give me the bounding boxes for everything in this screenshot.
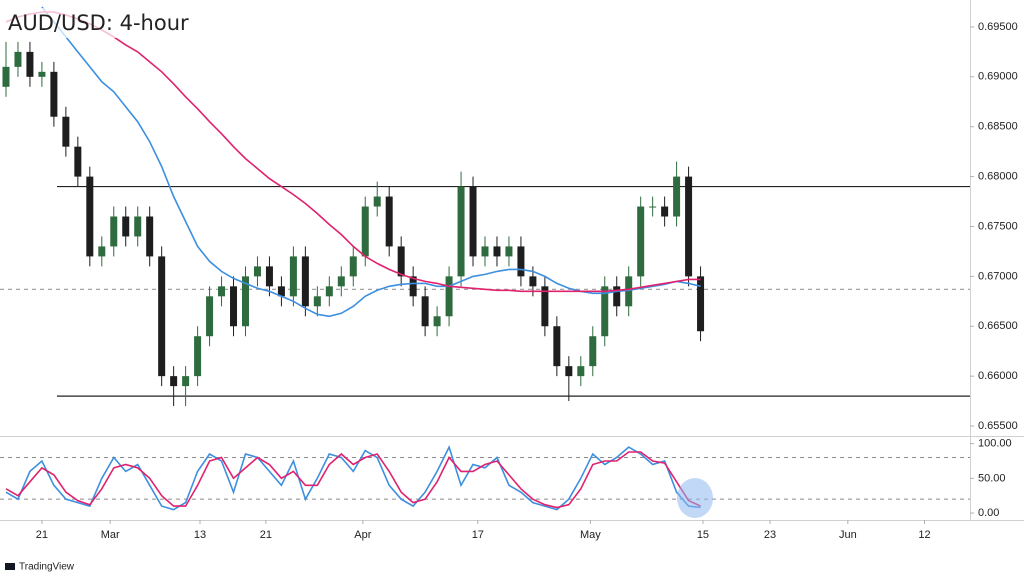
x-tick-label: 12 xyxy=(918,529,930,541)
brand-logo: TradingView xyxy=(5,562,75,573)
y-tick-label: 0.65500 xyxy=(978,420,1018,432)
series-line xyxy=(5,11,701,293)
candle-body xyxy=(637,206,645,277)
candle-body xyxy=(325,286,333,297)
candle-body xyxy=(457,186,465,277)
candle-body xyxy=(62,116,70,147)
candle-body xyxy=(218,286,226,297)
candle-body xyxy=(673,176,681,217)
highlight-circle xyxy=(677,478,713,518)
candle-body xyxy=(50,71,58,117)
x-tick-label: Apr xyxy=(354,529,371,541)
x-tick-label: Mar xyxy=(101,529,120,541)
x-tick-label: Jun xyxy=(839,529,857,541)
brand-text: TradingView xyxy=(19,562,75,573)
y-tick-label: 50.00 xyxy=(978,472,1006,484)
candle-body xyxy=(685,176,693,277)
candle-body xyxy=(38,71,46,77)
candle-body xyxy=(170,376,178,387)
candle-body xyxy=(122,216,130,237)
candle-body xyxy=(397,246,405,277)
candle-body xyxy=(373,196,381,207)
candle-body xyxy=(277,286,285,297)
candle-body xyxy=(493,246,501,257)
candle-body xyxy=(182,376,190,387)
candle-body xyxy=(289,256,297,297)
candle-body xyxy=(265,266,273,287)
series-line xyxy=(5,451,701,509)
candle-body xyxy=(14,51,22,67)
candle-body xyxy=(565,366,573,377)
candle-body xyxy=(541,286,549,327)
series-line xyxy=(41,6,701,318)
candle-body xyxy=(409,276,417,297)
candle-body xyxy=(241,276,249,327)
x-tick-label: 13 xyxy=(194,529,206,541)
candle-body xyxy=(146,216,154,257)
x-tick-label: May xyxy=(580,529,601,541)
chart-title: AUD/USD: 4-hour xyxy=(8,11,189,35)
candle-body xyxy=(433,316,441,327)
candle-body xyxy=(134,216,142,237)
candle-body xyxy=(469,186,477,257)
candle-body xyxy=(625,276,633,307)
candle-body xyxy=(481,246,489,257)
candle-body xyxy=(505,246,513,257)
title-backdrop xyxy=(4,8,164,38)
candle-body xyxy=(301,256,309,307)
candle-body xyxy=(649,206,657,208)
candle-body xyxy=(194,336,202,377)
candle-body xyxy=(230,286,238,327)
candle-body xyxy=(589,336,597,367)
candle-body xyxy=(613,286,621,307)
candle-body xyxy=(253,266,261,277)
candle-body xyxy=(421,296,429,327)
candle-body xyxy=(74,146,82,177)
candle-body xyxy=(385,196,393,247)
y-tick-label: 0.66000 xyxy=(978,370,1018,382)
candle-body xyxy=(98,246,106,257)
y-tick-label: 100.00 xyxy=(978,438,1012,450)
x-tick-label: 21 xyxy=(260,529,272,541)
candle-body xyxy=(661,206,669,217)
y-tick-label: 0.00 xyxy=(978,507,999,519)
candle-body xyxy=(697,276,705,332)
y-tick-label: 0.67000 xyxy=(978,270,1018,282)
y-tick-label: 0.69500 xyxy=(978,21,1018,33)
x-tick-label: 15 xyxy=(697,529,709,541)
candle-body xyxy=(577,366,585,377)
y-tick-label: 0.69000 xyxy=(978,71,1018,83)
x-tick-label: 23 xyxy=(764,529,776,541)
candle-body xyxy=(26,51,34,77)
candle-body xyxy=(529,276,537,287)
plot-layer: 0.69500 0.69000 0.68500 0.68000 0.67500 0.670… xyxy=(0,6,1018,541)
candle-body xyxy=(86,176,94,257)
candle-body xyxy=(553,326,561,367)
x-tick-label: 17 xyxy=(472,529,484,541)
candle-body xyxy=(110,216,118,247)
candle-body xyxy=(313,296,321,307)
candle-body xyxy=(206,296,214,337)
series-line xyxy=(5,444,701,511)
candle-body xyxy=(349,256,357,277)
y-tick-label: 0.68500 xyxy=(978,121,1018,133)
y-tick-label: 0.66500 xyxy=(978,320,1018,332)
candle-body xyxy=(445,276,453,317)
y-tick-label: 0.68000 xyxy=(978,171,1018,183)
candle-body xyxy=(158,256,166,377)
x-tick-label: 21 xyxy=(36,529,48,541)
candle-body xyxy=(601,286,609,337)
candle-body xyxy=(2,66,10,87)
candle-body xyxy=(361,206,369,257)
candle-body xyxy=(337,276,345,287)
y-tick-label: 0.67500 xyxy=(978,220,1018,232)
candle-body xyxy=(517,246,525,277)
